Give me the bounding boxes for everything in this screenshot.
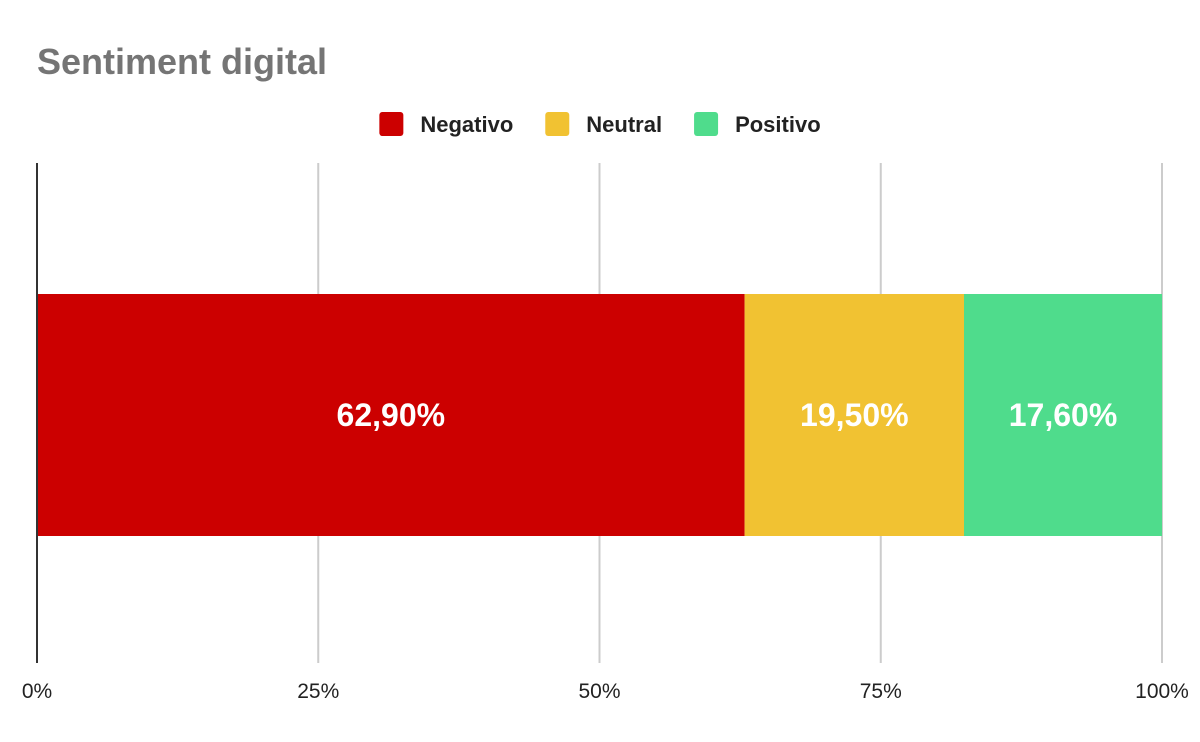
x-tick-label-4: 100%: [1135, 680, 1189, 703]
legend-swatch-neutral: [545, 112, 570, 136]
bar-segment-positivo: [964, 294, 1162, 536]
legend-label-neutral: Neutral: [586, 112, 662, 137]
chart-title: Sentiment digital: [37, 41, 327, 82]
bars: [37, 294, 1162, 536]
x-tick-label-0: 0%: [22, 680, 52, 703]
x-tick-labels: 0% 25% 50% 75% 100%: [22, 680, 1189, 703]
data-labels: 62,90% 19,50% 17,60%: [337, 397, 1118, 433]
data-label-positivo: 17,60%: [1009, 397, 1118, 433]
data-label-neutral: 19,50%: [800, 397, 909, 433]
x-tick-label-1: 25%: [297, 680, 339, 703]
x-tick-label-3: 75%: [860, 680, 902, 703]
data-label-negativo: 62,90%: [337, 397, 446, 433]
legend-label-negativo: Negativo: [420, 112, 513, 137]
bar-segment-negativo: [37, 294, 745, 536]
legend-label-positivo: Positivo: [735, 112, 821, 137]
bar-segment-neutral: [744, 294, 964, 536]
x-tick-label-2: 50%: [578, 680, 620, 703]
legend-swatch-positivo: [694, 112, 719, 136]
legend-swatch-negativo: [379, 112, 404, 136]
legend: Negativo Neutral Positivo: [379, 112, 821, 137]
